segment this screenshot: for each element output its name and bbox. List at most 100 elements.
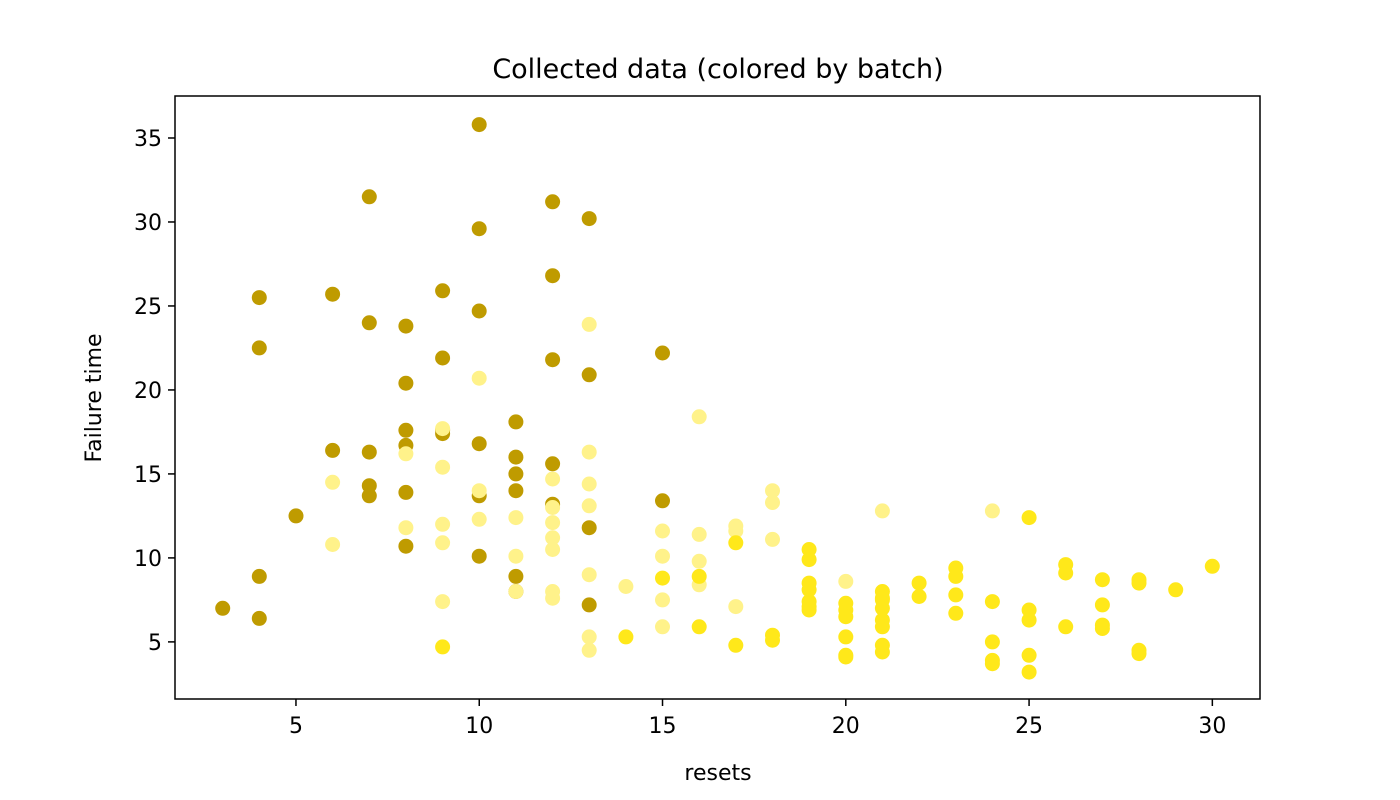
data-point <box>911 589 927 604</box>
data-point <box>398 446 414 462</box>
data-point <box>325 537 341 552</box>
data-point <box>288 508 304 524</box>
y-axis: 5 10 15 20 25 30 35 <box>134 127 175 656</box>
data-point <box>1021 664 1037 680</box>
data-point <box>691 553 707 569</box>
data-point <box>874 644 890 660</box>
data-point <box>508 466 524 482</box>
data-point <box>691 409 707 425</box>
data-point <box>508 584 524 599</box>
data-point <box>765 632 780 648</box>
x-tick-label: 30 <box>1198 714 1226 739</box>
data-point <box>728 523 744 539</box>
data-point <box>435 283 451 299</box>
data-point <box>1021 510 1037 526</box>
data-point <box>801 552 817 568</box>
data-point <box>1094 597 1110 613</box>
y-tick-label: 20 <box>134 379 162 404</box>
data-point <box>215 600 231 616</box>
data-point <box>1168 582 1184 598</box>
data-point <box>655 592 670 608</box>
data-point <box>398 484 414 500</box>
data-point <box>618 629 634 645</box>
data-point <box>581 629 597 645</box>
data-point <box>874 592 890 608</box>
data-points <box>215 117 1220 680</box>
y-tick-label: 25 <box>134 295 162 320</box>
data-point <box>435 459 451 475</box>
data-point <box>545 268 561 284</box>
data-point <box>948 605 964 621</box>
data-point <box>874 503 890 519</box>
data-point <box>545 471 561 487</box>
y-tick-label: 10 <box>134 547 162 572</box>
data-point <box>655 493 670 509</box>
x-axis-label: resets <box>684 761 751 786</box>
data-point <box>508 510 524 526</box>
x-tick-label: 20 <box>832 714 860 739</box>
data-point <box>398 520 414 536</box>
data-point <box>984 594 1000 610</box>
data-point <box>838 573 854 589</box>
data-point <box>838 629 854 645</box>
data-point <box>1131 575 1147 591</box>
data-point <box>361 189 377 205</box>
data-point <box>508 414 524 430</box>
data-point <box>1204 558 1220 574</box>
data-point <box>1094 572 1110 588</box>
data-point <box>1021 647 1037 663</box>
data-point <box>765 531 780 547</box>
data-point <box>398 538 414 554</box>
plot-area-frame <box>174 95 1261 700</box>
x-tick-label: 5 <box>289 714 303 739</box>
data-point <box>435 421 451 437</box>
data-point <box>1094 621 1110 636</box>
data-point <box>581 367 597 383</box>
y-tick-label: 35 <box>134 127 162 152</box>
data-point <box>398 375 414 391</box>
data-point <box>435 350 451 366</box>
data-point <box>471 221 487 237</box>
data-point <box>581 498 597 514</box>
data-point <box>655 345 670 361</box>
data-point <box>1131 646 1147 662</box>
data-point <box>618 579 634 594</box>
data-point <box>545 515 561 531</box>
data-point <box>251 568 267 584</box>
data-point <box>948 587 964 603</box>
data-point <box>801 582 817 598</box>
data-point <box>435 516 451 532</box>
data-point <box>691 526 707 542</box>
data-point <box>325 286 341 302</box>
x-tick-label: 25 <box>1015 714 1043 739</box>
data-point <box>948 568 964 584</box>
data-point <box>581 642 597 658</box>
data-point <box>838 649 854 665</box>
data-point <box>545 542 561 557</box>
x-axis: 5 10 15 20 25 30 <box>289 699 1226 739</box>
data-point <box>581 520 597 536</box>
x-tick-label: 10 <box>465 714 493 739</box>
data-point <box>655 523 670 539</box>
data-point <box>545 590 561 606</box>
data-point <box>728 599 744 615</box>
data-point <box>545 194 561 210</box>
data-point <box>508 483 524 499</box>
data-point <box>911 575 927 591</box>
data-point <box>251 610 267 626</box>
data-point <box>838 609 854 625</box>
data-point <box>765 495 780 510</box>
data-point <box>361 315 377 331</box>
data-point <box>251 340 267 356</box>
data-point <box>435 535 451 551</box>
data-point <box>655 570 670 586</box>
chart-title: Collected data (colored by batch) <box>492 54 943 85</box>
data-point <box>508 449 524 465</box>
data-point <box>691 568 707 584</box>
data-point <box>765 483 780 499</box>
data-point <box>471 548 487 564</box>
data-point <box>325 442 341 458</box>
data-point <box>581 567 597 583</box>
data-point <box>435 594 451 610</box>
